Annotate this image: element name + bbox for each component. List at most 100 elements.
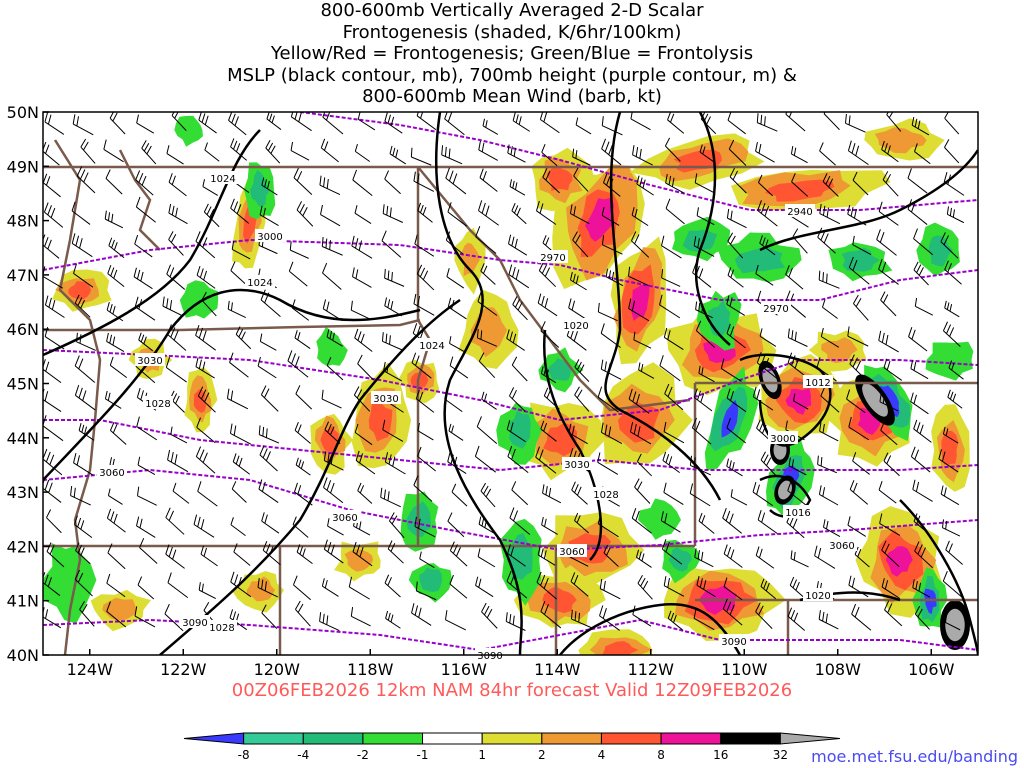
barb-flag xyxy=(755,602,761,613)
barb-flag xyxy=(381,332,384,342)
wind-barb-310 xyxy=(354,423,373,446)
barb-flag xyxy=(413,475,419,486)
barb-flag xyxy=(447,512,453,522)
barb-flag xyxy=(230,261,236,271)
barb-flag xyxy=(698,302,701,312)
wind-barb-408 xyxy=(597,513,619,538)
wind-barb-299 xyxy=(947,389,963,409)
barb-flag xyxy=(444,389,448,400)
lon-label-124W: 124W xyxy=(67,660,114,679)
wind-barb-115 xyxy=(819,203,841,225)
frontogenesis-blob-17-lvl-2 xyxy=(320,425,339,454)
barb-staff xyxy=(940,493,960,506)
barb-flag xyxy=(604,361,607,372)
barb-flag xyxy=(171,205,175,216)
wind-barb-45 xyxy=(507,144,526,163)
barb-flag xyxy=(330,544,335,555)
wind-barb-181 xyxy=(74,294,91,318)
colorbar-swatch-10 xyxy=(779,732,841,745)
barb-flag xyxy=(913,228,918,239)
barb-flag xyxy=(512,112,516,121)
wind-barb-358 xyxy=(910,446,931,473)
barb-flag xyxy=(483,605,490,616)
barb-flag xyxy=(320,204,323,215)
barb-flag xyxy=(884,580,889,590)
height-contour-2 xyxy=(43,468,978,552)
barb-flag xyxy=(887,603,893,614)
barb-flag xyxy=(818,485,822,495)
barb-flag xyxy=(298,112,303,122)
barb-flag xyxy=(138,299,143,310)
barb-staff xyxy=(172,490,190,504)
barb-flag xyxy=(825,175,831,185)
wind-barb-106 xyxy=(536,200,557,225)
barb-flag xyxy=(195,357,199,367)
barb-staff xyxy=(354,432,373,446)
barb-flag xyxy=(417,446,422,457)
colorbar-swatch-9 xyxy=(720,732,781,745)
barb-flag xyxy=(943,172,948,183)
barb-flag xyxy=(597,513,602,524)
barb-flag xyxy=(387,114,391,124)
barb-flag xyxy=(112,305,116,315)
title-line-1: 800-600mb Vertically Averaged 2-D Scalar xyxy=(320,0,704,21)
barb-flag xyxy=(852,235,855,245)
wind-barb-29 xyxy=(944,112,960,135)
barb-flag xyxy=(139,538,145,548)
barb-flag xyxy=(452,544,458,554)
barb-flag xyxy=(638,551,642,560)
barb-flag xyxy=(233,140,238,150)
wind-barb-35 xyxy=(204,142,220,162)
barb-flag xyxy=(237,577,242,588)
wind-barb-44 xyxy=(478,140,498,161)
barb-flag xyxy=(819,422,822,432)
barb-flag xyxy=(915,481,920,492)
mslp-contour-6 xyxy=(695,112,731,346)
barb-flag xyxy=(268,113,273,122)
barb-flag xyxy=(234,116,239,126)
barb-flag xyxy=(83,141,89,151)
barb-flag xyxy=(233,574,239,585)
barb-flag xyxy=(48,297,52,308)
barb-flag xyxy=(732,170,738,181)
wind-barb-32 xyxy=(103,139,124,163)
wind-barb-307 xyxy=(258,425,280,444)
barb-flag xyxy=(944,112,949,119)
barb-flag xyxy=(419,328,425,339)
barb-flag xyxy=(450,454,454,464)
mslp-label-0: 1024 xyxy=(210,174,235,185)
barb-flag xyxy=(606,176,611,186)
barb-flag xyxy=(411,352,417,363)
barb-flag xyxy=(603,173,608,183)
wind-barb-104 xyxy=(478,200,499,226)
barb-flag xyxy=(486,608,493,619)
frontogenesis-blob-5-lvl-1 xyxy=(874,127,927,154)
barb-staff xyxy=(880,429,898,446)
barb-staff xyxy=(601,368,622,380)
barb-flag xyxy=(388,454,392,465)
barb-flag xyxy=(702,146,706,155)
barb-flag xyxy=(297,332,301,341)
barb-staff xyxy=(352,276,372,288)
barb-staff xyxy=(43,487,62,503)
barb-flag xyxy=(542,484,545,494)
barb-flag xyxy=(822,487,826,497)
barb-staff xyxy=(357,363,375,381)
barb-flag xyxy=(485,488,492,498)
height-label-1: 2970 xyxy=(540,253,565,264)
wind-barb-382 xyxy=(730,489,748,506)
barb-flag xyxy=(384,574,390,584)
wind-barb-160 xyxy=(352,267,372,288)
barb-flag xyxy=(241,331,246,340)
wind-barb-169 xyxy=(628,266,649,286)
wind-barb-472 xyxy=(723,577,743,601)
barb-flag xyxy=(949,327,955,337)
barb-flag xyxy=(109,421,115,431)
lon-label-110W: 110W xyxy=(721,660,768,679)
credit-link[interactable]: moe.met.fsu.edu/banding xyxy=(811,747,1018,766)
barb-flag xyxy=(197,516,201,527)
barb-flag xyxy=(819,203,822,214)
barb-flag xyxy=(320,138,326,149)
barb-flag xyxy=(195,446,202,457)
barb-flag xyxy=(481,142,485,152)
